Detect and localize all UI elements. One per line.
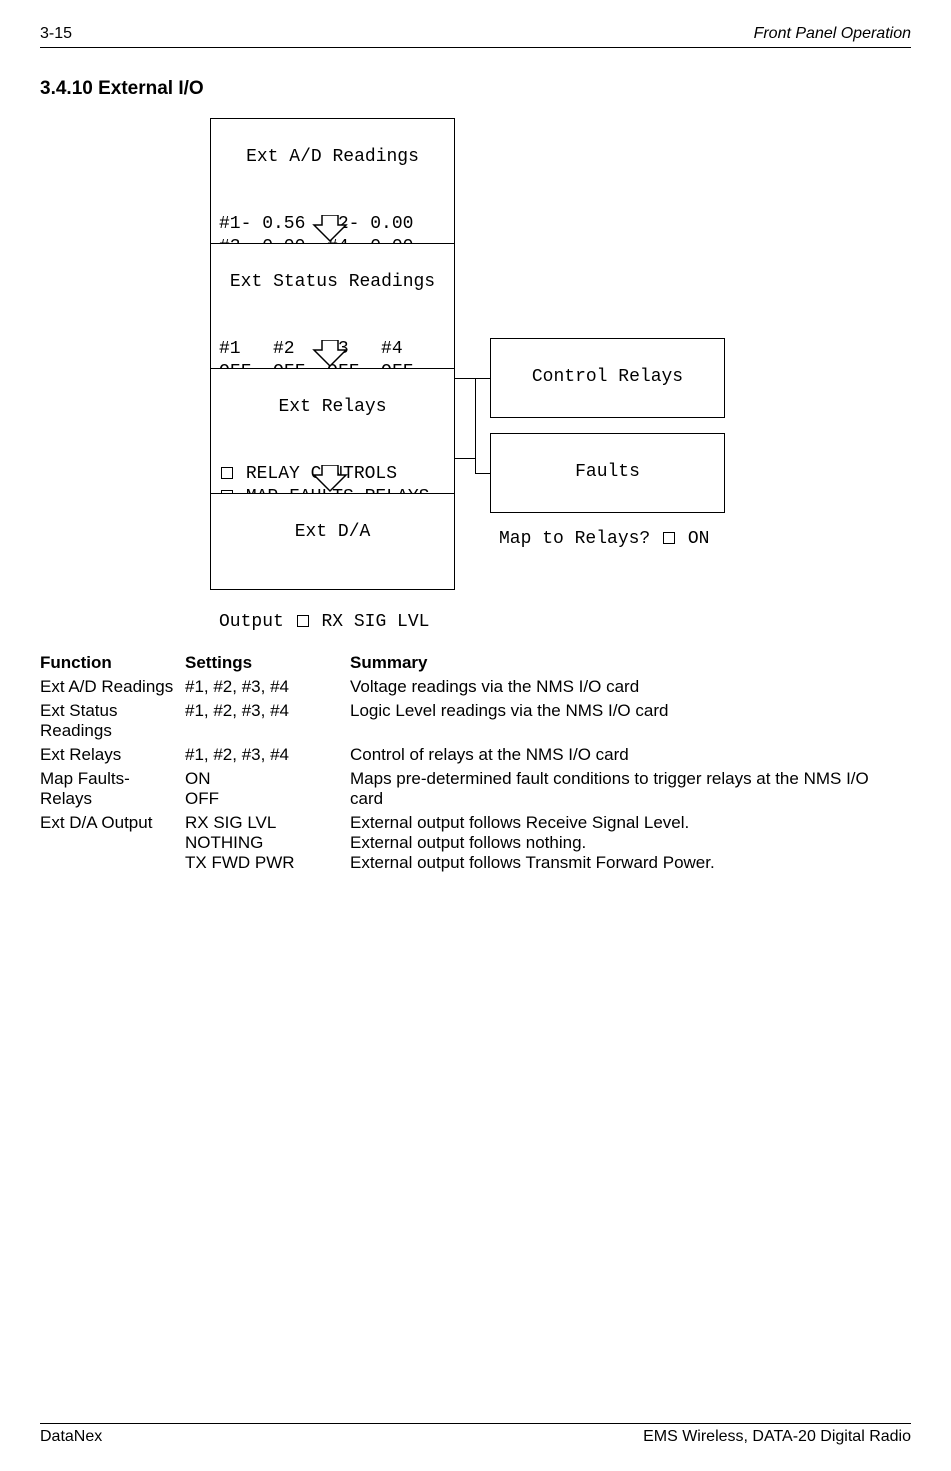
box-faults: Faults Map to Relays? ON [490,433,725,513]
cell-settings: ON OFF [185,767,350,811]
box-ext-ad-title: Ext A/D Readings [219,146,446,169]
section-title: 3.4.10 External I/O [40,78,911,100]
page-footer: DataNex EMS Wireless, DATA-20 Digital Ra… [40,1423,911,1446]
box-ext-da: Ext D/A Output RX SIG LVL [210,493,455,590]
section-heading: External I/O [98,78,204,99]
footer-rule [40,1423,911,1424]
box-control-relays: Control Relays #1- OFF #2- ON #3- OFF #4… [490,338,725,418]
arrow-2 [310,340,350,370]
th-function: Function [40,651,185,675]
cell-function: Ext D/A Output [40,811,185,875]
box-ext-status-title: Ext Status Readings [219,271,446,294]
table-row: Ext Relays#1, #2, #3, #4Control of relay… [40,743,911,767]
conn-vertical [475,378,476,473]
section-number: 3.4.10 [40,78,93,99]
footer-right: EMS Wireless, DATA-20 Digital Radio [643,1428,911,1446]
cell-function: Ext Relays [40,743,185,767]
diagram: Ext A/D Readings #1- 0.56 #2- 0.00 #3- 0… [170,118,911,643]
page-header: 3-15 Front Panel Operation [40,25,911,47]
cell-settings: #1, #2, #3, #4 [185,675,350,699]
table-row: Map Faults-RelaysON OFFMaps pre-determin… [40,767,911,811]
table-row: Ext D/A OutputRX SIG LVL NOTHING TX FWD … [40,811,911,875]
faults-marker [663,532,675,544]
table-row: Ext A/D Readings#1, #2, #3, #4Voltage re… [40,675,911,699]
footer-left: DataNex [40,1428,102,1446]
th-settings: Settings [185,651,350,675]
da-marker [297,615,309,627]
box-control-relays-title: Control Relays [499,366,716,389]
cell-summary: Logic Level readings via the NMS I/O car… [350,699,911,743]
header-rule [40,47,911,48]
cell-summary: Control of relays at the NMS I/O card [350,743,911,767]
cell-settings: #1, #2, #3, #4 [185,699,350,743]
function-table: Function Settings Summary Ext A/D Readin… [40,651,911,875]
box-faults-title: Faults [499,461,716,484]
table-row: Ext Status Readings#1, #2, #3, #4Logic L… [40,699,911,743]
cell-function: Ext A/D Readings [40,675,185,699]
box-ext-relays-title: Ext Relays [219,396,446,419]
page: 3-15 Front Panel Operation 3.4.10 Extern… [0,0,951,1471]
faults-val: ON [688,529,710,549]
cell-settings: #1, #2, #3, #4 [185,743,350,767]
th-summary: Summary [350,651,911,675]
header-right: Front Panel Operation [754,25,911,43]
cell-summary: External output follows Receive Signal L… [350,811,911,875]
conn-relays-to-faults [455,458,475,459]
da-label: Output [219,612,284,632]
arrow-1 [310,215,350,245]
box-ext-da-title: Ext D/A [219,521,446,544]
conn-to-faults [475,473,490,474]
relay-opt1-marker [221,467,233,479]
cell-function: Ext Status Readings [40,699,185,743]
arrow-3 [310,465,350,495]
da-val: RX SIG LVL [321,612,429,632]
conn-to-ctrl [475,378,490,379]
cell-summary: Maps pre-determined fault conditions to … [350,767,911,811]
ad-r1c1: #1- 0.56 [219,214,305,234]
header-left: 3-15 [40,25,72,43]
cell-summary: Voltage readings via the NMS I/O card [350,675,911,699]
faults-label: Map to Relays? [499,529,650,549]
cell-function: Map Faults-Relays [40,767,185,811]
cell-settings: RX SIG LVL NOTHING TX FWD PWR [185,811,350,875]
